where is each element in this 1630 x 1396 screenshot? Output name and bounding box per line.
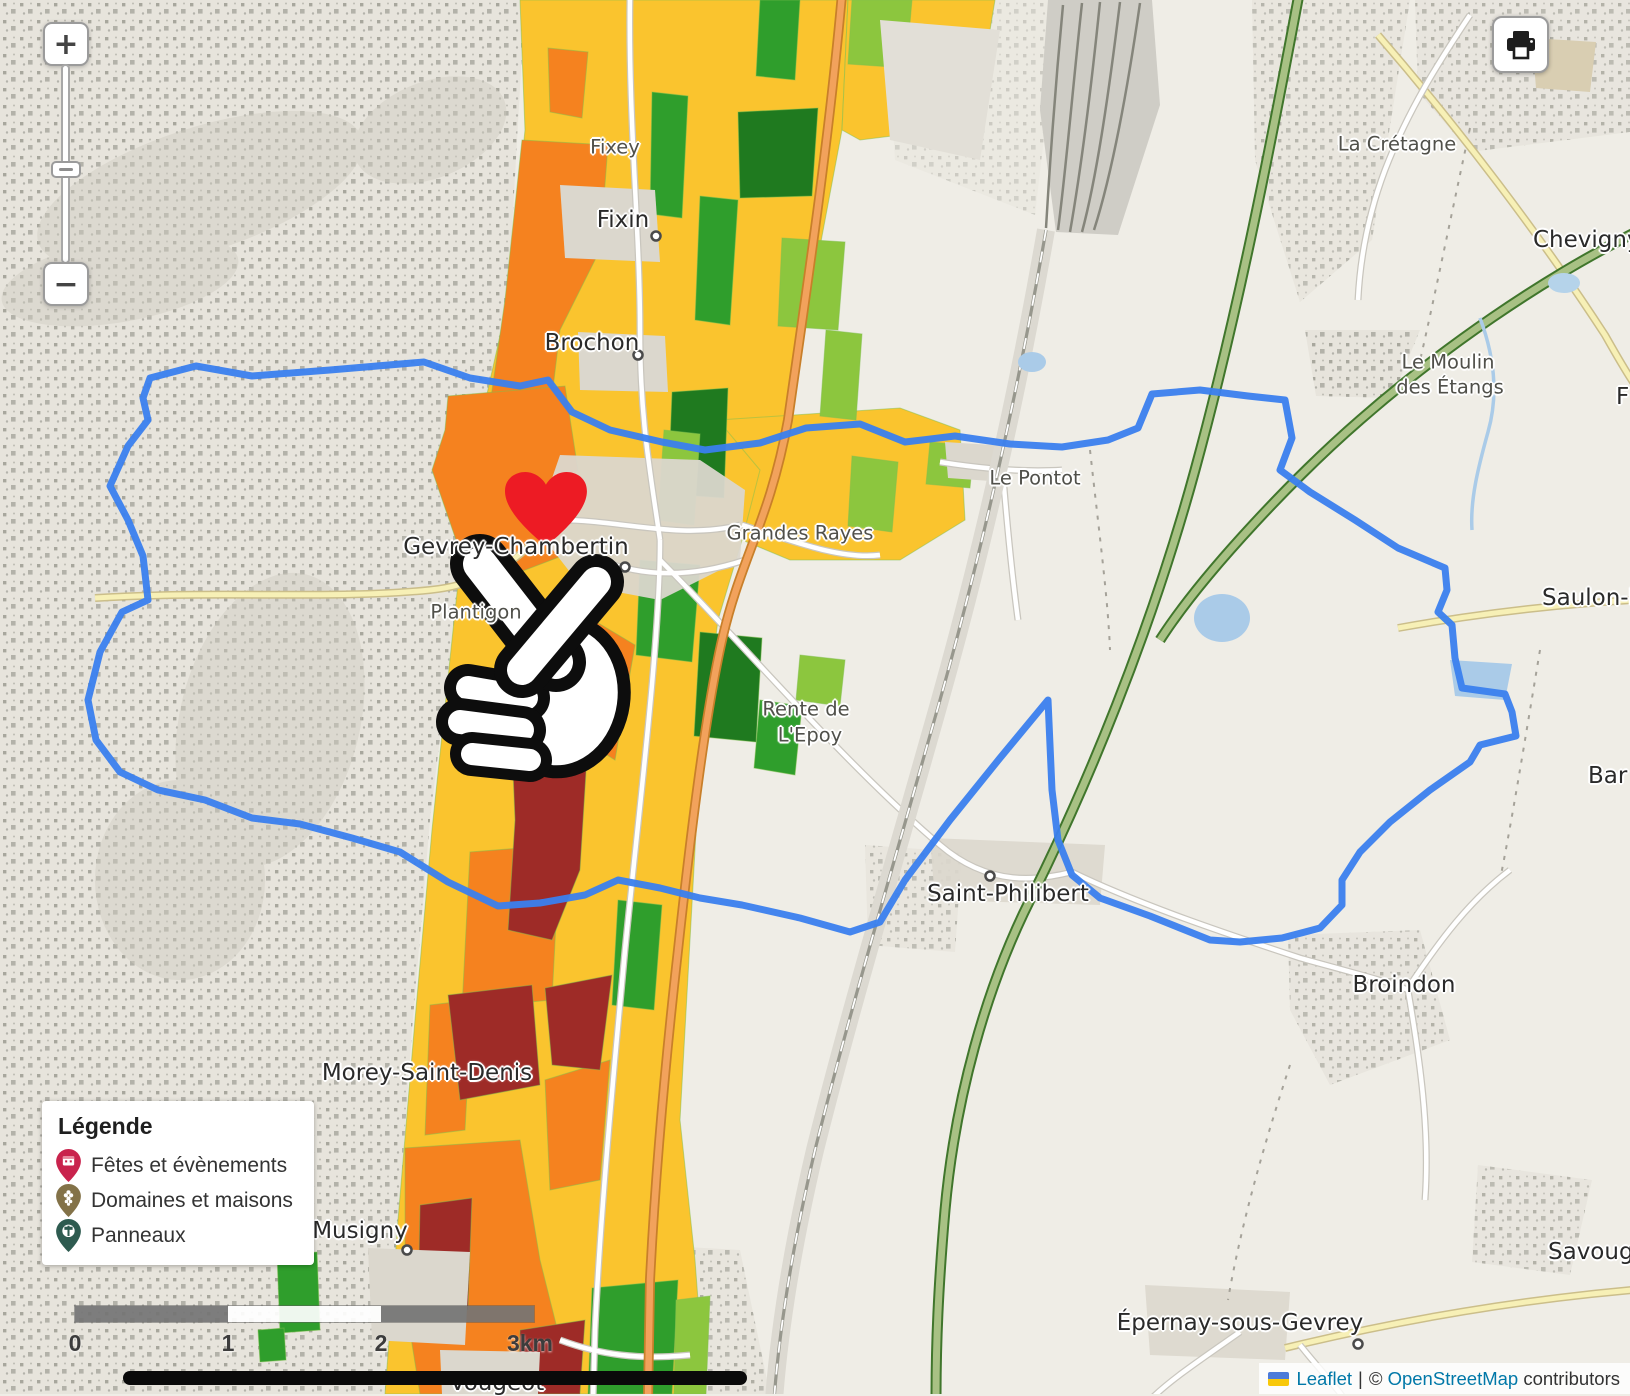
print-button[interactable] <box>1492 16 1549 73</box>
map-label-brochon: Brochon <box>544 330 640 356</box>
grapes-pin-icon <box>56 1184 81 1217</box>
legend-item-panneaux: Panneaux <box>56 1218 298 1253</box>
map-label-fixin: Fixin <box>596 207 650 233</box>
motorway <box>930 0 1630 1394</box>
map-label-grandes-rayes: Grandes Rayes <box>726 521 874 545</box>
scale-segment <box>75 1306 228 1322</box>
copyright-symbol: © <box>1368 1367 1383 1389</box>
map-label-fixey: Fixey <box>590 135 640 159</box>
map-label-plantigon: Plantigon <box>430 600 522 624</box>
map-label-lepoy: L'Epoy <box>777 723 843 747</box>
osm-link[interactable]: OpenStreetMap <box>1387 1367 1519 1389</box>
map-label-saulon: Saulon-l <box>1542 585 1630 611</box>
scale-tick-0: 0 <box>68 1330 82 1356</box>
map-label-musigny: Musigny <box>312 1218 408 1244</box>
attribution-bar: Leaflet | © OpenStreetMap contributors <box>1259 1363 1630 1394</box>
zoom-in-button[interactable]: + <box>43 22 89 66</box>
scale-bar <box>75 1306 534 1322</box>
legend-panel: Légende Fêtes et évènements Domaines et … <box>42 1101 314 1265</box>
scale-segment <box>228 1306 381 1322</box>
map-label-rente-de: Rente de <box>762 697 850 721</box>
scale-segment <box>381 1306 534 1322</box>
map-label-la-cretagne: La Crétagne <box>1337 132 1457 156</box>
map-label-saint-philibert: Saint-Philibert <box>927 881 1089 907</box>
zoom-slider-handle[interactable] <box>51 161 81 178</box>
scale-tick-3km: 3km <box>506 1330 554 1356</box>
calendar-pin-icon <box>56 1149 81 1182</box>
heart-marker[interactable] <box>505 472 587 547</box>
map-label-epernay-sous-gevrey: Épernay-sous-Gevrey <box>1116 1310 1364 1336</box>
scale-tick-1: 1 <box>221 1330 235 1356</box>
map-label-bar: Bar <box>1588 763 1628 789</box>
sign-pin-icon <box>56 1219 81 1252</box>
legend-title: Légende <box>58 1113 153 1139</box>
map-label-morey-saint-denis: Morey-Saint-Denis <box>321 1060 533 1086</box>
annotation-bar <box>123 1371 747 1385</box>
leaflet-link[interactable]: Leaflet <box>1296 1367 1352 1389</box>
zoom-out-button[interactable]: − <box>43 262 89 306</box>
map-label-broindon: Broindon <box>1352 972 1456 998</box>
legend-item-label: Domaines et maisons <box>91 1188 293 1212</box>
town-dots <box>401 230 1364 1350</box>
waterways <box>1018 273 1580 700</box>
finger-heart-cursor <box>436 534 631 782</box>
legend-item-fetes: Fêtes et évènements <box>56 1148 298 1183</box>
legend-item-label: Fêtes et évènements <box>91 1153 288 1177</box>
printer-icon <box>1506 30 1535 59</box>
legend-item-domaines: Domaines et maisons <box>56 1183 298 1218</box>
map-label-le-pontot: Le Pontot <box>989 466 1081 490</box>
attribution-divider: | <box>1358 1367 1363 1389</box>
legend-item-label: Panneaux <box>91 1223 186 1247</box>
map-label-f: F <box>1616 384 1630 410</box>
map-label-des-etangs: des Étangs <box>1396 375 1504 399</box>
map-label-le-moulin: Le Moulin <box>1401 350 1495 374</box>
map-label-gevrey-chambertin: Gevrey-Chambertin <box>403 534 629 560</box>
ukraine-flag-icon <box>1268 1371 1290 1386</box>
attribution-suffix: contributors <box>1523 1367 1620 1389</box>
route-polygon[interactable] <box>84 358 1520 946</box>
road-trunk <box>643 0 847 1394</box>
scale-tick-2: 2 <box>374 1330 388 1356</box>
map-label-chevigny: Chevigny <box>1533 227 1630 253</box>
map-label-savoug: Savoug <box>1548 1239 1630 1265</box>
